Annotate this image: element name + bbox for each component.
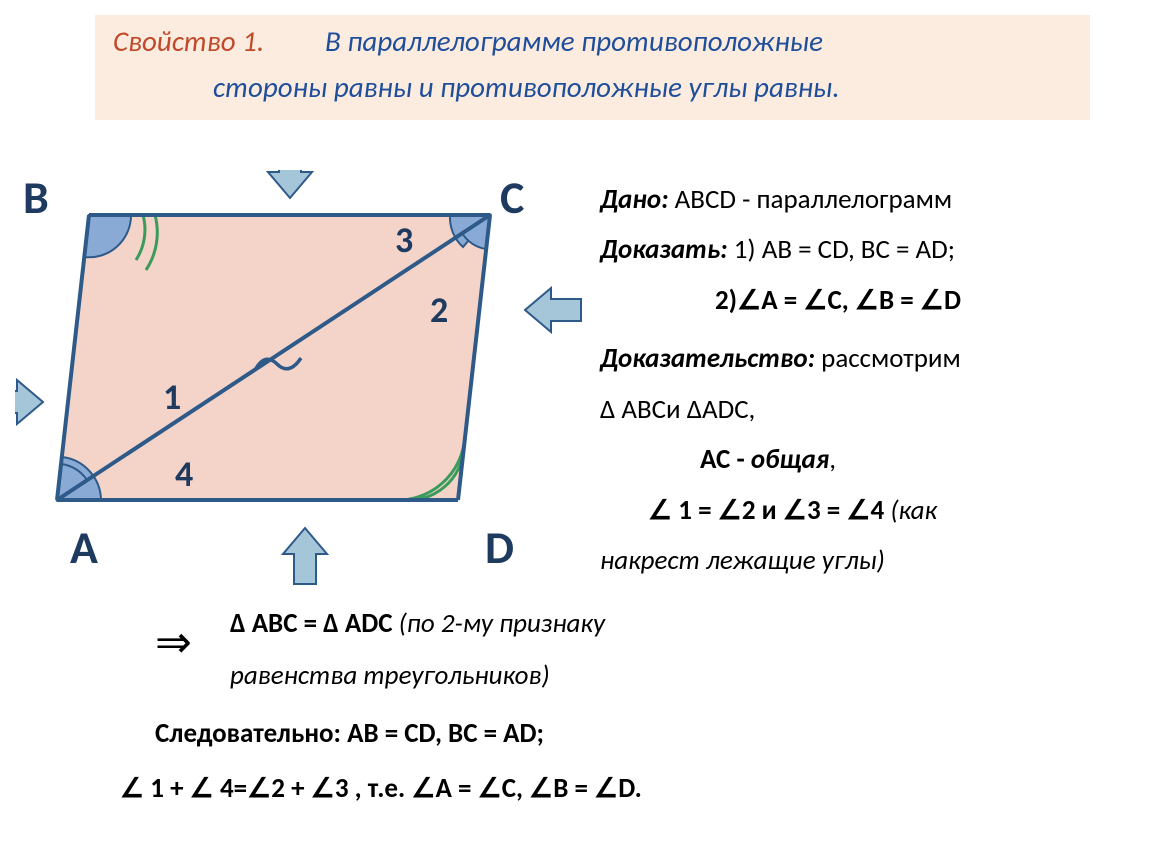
proof-label: Доказательство:: [600, 342, 815, 375]
given-rest: ABCD - параллелограмм: [669, 183, 953, 216]
vertex-a: A: [70, 520, 98, 576]
ac-b: общая: [751, 443, 829, 476]
proof-label-line: Доказательство: рассмотрим: [600, 341, 1130, 377]
concl-line-1: Δ ABC = Δ ADC (по 2-му признаку: [155, 605, 1115, 643]
proof-angles: ∠ 1 = ∠2 и ∠3 = ∠4 (как: [600, 493, 1130, 529]
ac-c: ,: [829, 443, 836, 476]
angle-note: (как: [884, 494, 937, 527]
vertex-d: D: [485, 520, 514, 576]
angle-4: 4: [175, 452, 193, 496]
concl3b: AB = CD, BC = AD;: [341, 717, 544, 750]
header-box: Свойство 1. В параллелограмме противопол…: [95, 15, 1090, 120]
proof-rest1: рассмотрим: [815, 342, 961, 375]
angle-1: 1: [163, 375, 181, 419]
conclusion: Δ ABC = Δ ADC (по 2-му признаку равенств…: [155, 605, 1115, 822]
concl1b: (по 2-му признаку: [399, 607, 605, 640]
proof-text: Дано: ABCD - параллелограмм Доказать: 1)…: [600, 182, 1130, 594]
angle-3: 3: [395, 218, 413, 262]
concl3a: Следовательно:: [155, 717, 341, 750]
angle-2: 2: [430, 288, 448, 332]
concl-line-2: равенства треугольников): [155, 657, 1115, 695]
prove-line-2: 2)∠A = ∠C, ∠B = ∠D: [600, 283, 1130, 319]
implies-symbol: ⇒: [155, 615, 192, 669]
concl-line-4: ∠ 1 + ∠ 4=∠2 + ∠3 , т.е. ∠A = ∠C, ∠B = ∠…: [120, 770, 1115, 808]
prove-1: 1) AB = CD, BC = AD;: [728, 233, 955, 266]
vertex-b: B: [23, 170, 49, 226]
given-line: Дано: ABCD - параллелограмм: [600, 182, 1130, 218]
property-text-1: В параллелограмме противоположные: [325, 23, 823, 59]
vertex-c: C: [500, 170, 524, 226]
prove-label: Доказать:: [600, 233, 728, 266]
proof-ac: AC - общая,: [600, 442, 1130, 478]
given-label: Дано:: [600, 183, 669, 216]
proof-cross: накрест лежащие углы): [600, 543, 1130, 579]
property-label: Свойство 1.: [113, 23, 264, 59]
proof-triangles: Δ ABCи ΔADC,: [600, 392, 1130, 428]
concl1a: Δ ABC = Δ ADC: [230, 607, 399, 640]
prove-2: 2)∠A = ∠C, ∠B = ∠D: [715, 284, 961, 317]
prove-line-1: Доказать: 1) AB = CD, BC = AD;: [600, 232, 1130, 268]
parallelogram-diagram: B C A D 1 2 3 4: [15, 170, 585, 600]
concl-line-3: Следовательно: AB = CD, BC = AD;: [155, 715, 1115, 753]
ac-a: AC -: [700, 443, 751, 476]
angle-eq: ∠ 1 = ∠2 и ∠3 = ∠4: [648, 494, 884, 527]
property-text-2: стороны равны и противоположные углы рав…: [213, 69, 840, 105]
